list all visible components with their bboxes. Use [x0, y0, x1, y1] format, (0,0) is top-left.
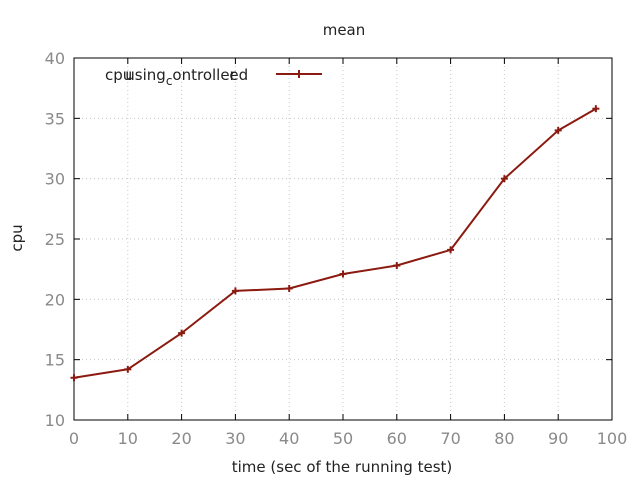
x-tick-label: 40	[279, 429, 299, 448]
legend-label-base: cpu	[105, 66, 132, 84]
data-point	[447, 246, 455, 254]
y-tick-label: 25	[45, 230, 65, 249]
legend-label: cpuusingcontrollered	[105, 66, 248, 88]
chart-title: mean	[323, 21, 366, 39]
x-axis-label: time (sec of the running test)	[232, 458, 453, 476]
y-tick-label: 20	[45, 290, 65, 309]
x-tick-label: 100	[597, 429, 628, 448]
series-line	[73, 107, 597, 379]
x-tick-label: 0	[69, 429, 79, 448]
grid-lines	[74, 58, 612, 420]
x-tick-label: 20	[171, 429, 191, 448]
data-point	[339, 270, 347, 278]
legend-label-sub-using: using	[125, 66, 166, 84]
data-point	[178, 329, 186, 337]
y-tick-label: 30	[45, 170, 65, 189]
x-tick-label: 50	[333, 429, 353, 448]
y-axis-label: cpu	[8, 224, 26, 251]
data-point	[393, 262, 401, 270]
data-point	[70, 374, 78, 382]
y-tick-label: 35	[45, 109, 65, 128]
x-tick-label: 80	[494, 429, 514, 448]
legend-label-sub-c: c	[166, 74, 173, 88]
legend-marker	[295, 70, 303, 78]
legend: cpuusingcontrollered	[105, 66, 322, 88]
x-tick-label: 10	[118, 429, 138, 448]
data-point	[554, 126, 562, 134]
legend-label-ed: ed	[229, 66, 248, 84]
y-tick-label: 15	[45, 351, 65, 370]
data-point	[285, 284, 293, 292]
legend-label-mid: ontroller	[172, 66, 236, 84]
data-point	[124, 365, 132, 373]
data-point	[231, 287, 239, 295]
series-layer	[70, 105, 600, 382]
data-point	[592, 105, 600, 113]
y-tick-label: 40	[45, 49, 65, 68]
y-tick-label: 10	[45, 411, 65, 430]
x-tick-label: 90	[548, 429, 568, 448]
x-tick-label: 30	[225, 429, 245, 448]
x-tick-label: 70	[440, 429, 460, 448]
data-point	[500, 175, 508, 183]
x-tick-label: 60	[387, 429, 407, 448]
